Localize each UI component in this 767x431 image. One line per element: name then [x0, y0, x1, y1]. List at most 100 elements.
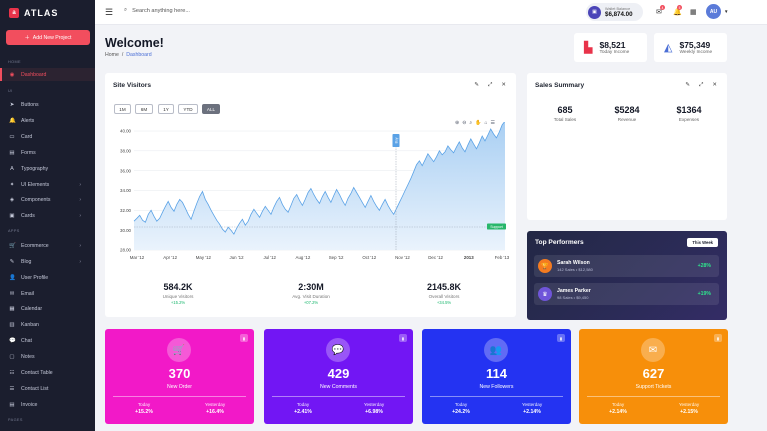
crown-icon: ♛ [538, 287, 552, 301]
sidebar-item-label: Card [21, 133, 33, 140]
reset-home-icon[interactable]: ⌂ [484, 120, 488, 126]
yesterday-label: Yesterday [363, 402, 385, 407]
breadcrumb-home[interactable]: Home [105, 52, 119, 58]
sidebar-item-dashboard[interactable]: ◉ Dashboard [0, 68, 95, 81]
sidebar-item-label: User Profile [21, 274, 49, 281]
kpi-label: Avg. Visit Duration [292, 294, 330, 299]
sidebar-item-label: Alerts [21, 117, 35, 124]
sidebar-item-email[interactable]: ✉ Email [0, 287, 95, 300]
sidebar-item-card[interactable]: ▭ Card [0, 130, 95, 143]
expand-icon[interactable]: ⤢ [698, 82, 704, 88]
performer-row[interactable]: ♛ James Parker 98 Sales • $9,450 +19% [534, 283, 719, 305]
breadcrumb: Home / Dashboard [105, 52, 152, 58]
range-button-all[interactable]: ALL [202, 104, 220, 114]
x-tick-label: Jun '12 [230, 255, 245, 260]
sidebar-item-cards[interactable]: ▣ Cards › [0, 209, 95, 222]
sidebar-item-typography[interactable]: A Typography [0, 162, 95, 175]
sidebar-item-ui-elements[interactable]: ✦ UI Elements › [0, 178, 95, 191]
performer-change: +19% [697, 291, 711, 297]
edit-icon[interactable]: ✎ [685, 82, 690, 88]
support-label: Support [490, 225, 503, 229]
sidebar-item-label: Forms [21, 149, 36, 156]
period-badge[interactable]: This Week [687, 238, 718, 247]
add-new-project-button[interactable]: ＋ Add New Project [6, 30, 90, 45]
sidebar-item-label: Components [21, 196, 51, 203]
sidebar-item-components[interactable]: ◈ Components › [0, 193, 95, 206]
cursor-icon: ➤ [9, 101, 15, 108]
sidebar-item-forms[interactable]: ▤ Forms [0, 146, 95, 159]
card-label: Support Tickets [635, 384, 672, 390]
sidebar-item-label: Email [21, 290, 34, 297]
summary-value: $5284 [614, 105, 640, 115]
stat-card-new-followers: ▮ 👥 114 New Followers Today +24.2% Yesterday +2… [422, 329, 571, 424]
search-bar[interactable]: ⌕ Search anything here... [124, 7, 190, 14]
summary-value: $1364 [676, 105, 702, 115]
today-value: +15.2% [135, 409, 153, 415]
card-menu-icon[interactable]: ▮ [399, 334, 407, 342]
performer-row[interactable]: 🏆 Sarah Wilson 142 Sales • $12,580 +28% [534, 255, 719, 277]
x-tick-label: Sep '12 [329, 255, 344, 260]
range-button-6m[interactable]: 6M [135, 104, 153, 114]
chart-menu-icon[interactable]: ☰ [490, 120, 495, 126]
edit-icon[interactable]: ✎ [474, 82, 479, 88]
avatar[interactable]: AU [706, 4, 721, 19]
chevron-right-icon: › [79, 181, 81, 188]
sidebar-item-blog[interactable]: ✎ Blog › [0, 255, 95, 268]
summary-label: Expenses [678, 117, 700, 122]
close-icon[interactable]: ✕ [501, 82, 506, 88]
sidebar-item-chat[interactable]: 💬 Chat [0, 334, 95, 347]
expand-icon[interactable]: ⤢ [487, 82, 493, 88]
today-stat: Today +15.2% [114, 402, 174, 415]
card-menu-icon[interactable]: ▮ [240, 334, 248, 342]
y-tick-label: 40.00 [120, 129, 132, 134]
x-tick-label: Aug '12 [296, 255, 311, 260]
sidebar-item-user-profile[interactable]: 👤 User Profile [0, 271, 95, 284]
zoom-out-icon[interactable]: ⊖ [462, 120, 467, 126]
annotation-buy-box [392, 134, 400, 147]
notification-badge: 5 [677, 5, 682, 10]
search-input[interactable]: Search anything here... [132, 7, 190, 14]
range-button-1y[interactable]: 1Y [158, 104, 174, 114]
sidebar-item-ecommerce[interactable]: 🛒 Ecommerce › [0, 239, 95, 252]
stat-card-weekly-income: ◭ $75,349 Weekly Income [654, 33, 727, 62]
email-icon: ✉ [9, 290, 15, 297]
sidebar-item-invoice[interactable]: ▤ Invoice [0, 398, 95, 411]
support-box [487, 223, 506, 230]
kpi-value: 584.2K [163, 282, 193, 292]
sidebar-item-kanban[interactable]: ▥ Kanban [0, 318, 95, 331]
hamburger-menu-icon[interactable]: ☰ [105, 7, 114, 17]
card-label: New Order [166, 384, 193, 390]
apps-grid-icon[interactable]: ▦ [690, 9, 697, 16]
wallet-balance[interactable]: ▣ Wallet Balance $6,874.00 [586, 3, 643, 21]
sidebar-item-contact-table[interactable]: ☷ Contact Table [0, 366, 95, 379]
card-tools: ✎ ⤢ ✕ [474, 82, 506, 89]
kpi-label: Overall Visitors [428, 294, 460, 299]
card-value: 627 [642, 366, 665, 381]
card-menu-icon[interactable]: ▮ [714, 334, 722, 342]
sidebar-item-calendar[interactable]: ▦ Calendar [0, 302, 95, 315]
pan-icon[interactable]: ✋ [475, 120, 482, 126]
summary-label: Revenue [617, 117, 637, 122]
section-home: HOME [8, 60, 21, 64]
comments-icon: 💬 [326, 338, 350, 362]
range-button-1m[interactable]: 1M [114, 104, 131, 114]
brand-name: ATLAS [24, 7, 59, 18]
mail-button[interactable]: ✉ 4 [656, 5, 665, 16]
sidebar-item-contact-list[interactable]: ☰ Contact List [0, 382, 95, 395]
sidebar-item-alerts[interactable]: 🔔 Alerts [0, 114, 95, 127]
card-label: New Followers [479, 384, 514, 390]
chevron-down-icon[interactable]: ▼ [724, 9, 729, 14]
zoom-in-icon[interactable]: ⊕ [455, 120, 460, 126]
range-button-ytd[interactable]: YTD [178, 104, 198, 114]
today-label: Today [454, 402, 468, 407]
close-icon[interactable]: ✕ [712, 82, 717, 88]
sidebar-item-buttons[interactable]: ➤ Buttons [0, 98, 95, 111]
notification-button[interactable]: 🔔 5 [673, 5, 682, 16]
stat-value: $75,349 [679, 40, 711, 50]
sidebar-item-notes[interactable]: ▢ Notes [0, 350, 95, 363]
card-menu-icon[interactable]: ▮ [557, 334, 565, 342]
stat-card-today-income: ▙ $8,521 Today Income [574, 33, 647, 62]
zoom-select-icon[interactable]: ⌕ [469, 120, 473, 126]
annotation-buy-label: Buy [394, 137, 398, 143]
brand[interactable]: a ATLAS [0, 0, 95, 25]
